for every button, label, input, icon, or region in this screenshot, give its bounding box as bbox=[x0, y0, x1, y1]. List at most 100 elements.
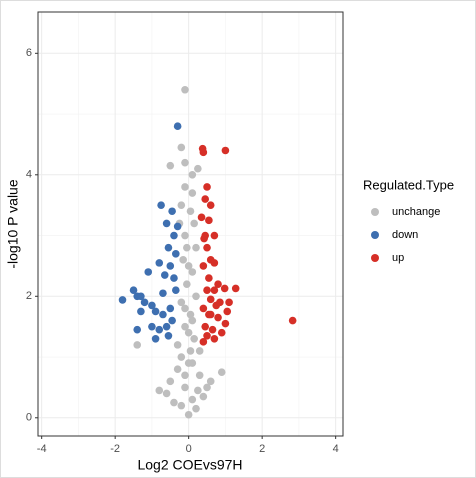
point bbox=[190, 219, 198, 228]
point bbox=[170, 231, 178, 240]
point bbox=[166, 304, 175, 313]
x-axis-title: Log2 COEvs97H bbox=[137, 457, 242, 473]
point bbox=[172, 249, 180, 258]
point bbox=[188, 316, 197, 325]
y-tick-label: 6 bbox=[26, 47, 32, 59]
point bbox=[184, 328, 193, 337]
point bbox=[206, 201, 215, 209]
point bbox=[206, 310, 215, 319]
point bbox=[210, 335, 219, 343]
y-axis-title: -log10 P value bbox=[5, 179, 21, 268]
point bbox=[184, 410, 193, 419]
point bbox=[225, 298, 233, 307]
point bbox=[164, 331, 173, 340]
point bbox=[210, 286, 219, 295]
point bbox=[210, 259, 219, 267]
point bbox=[133, 325, 142, 334]
point bbox=[205, 274, 213, 282]
point bbox=[188, 268, 197, 276]
point bbox=[190, 335, 198, 343]
point bbox=[177, 143, 186, 152]
point bbox=[195, 371, 204, 380]
point bbox=[166, 377, 175, 386]
point bbox=[129, 286, 138, 295]
point bbox=[192, 404, 200, 413]
legend-label: up bbox=[392, 252, 404, 264]
point bbox=[184, 359, 193, 367]
point bbox=[144, 268, 153, 276]
point bbox=[217, 368, 226, 377]
point bbox=[140, 298, 149, 307]
point bbox=[199, 262, 208, 270]
point bbox=[173, 341, 182, 349]
legend-label: unchange bbox=[392, 206, 440, 218]
point bbox=[192, 292, 200, 301]
point bbox=[221, 146, 230, 155]
point bbox=[181, 85, 189, 94]
point bbox=[203, 383, 211, 392]
x-tick-label: -4 bbox=[37, 443, 47, 455]
point bbox=[155, 386, 164, 395]
point bbox=[170, 274, 178, 282]
point bbox=[201, 195, 209, 203]
point bbox=[160, 271, 169, 279]
point bbox=[194, 386, 202, 395]
point bbox=[288, 316, 297, 325]
point bbox=[210, 231, 219, 240]
point bbox=[172, 286, 180, 295]
point bbox=[192, 243, 200, 252]
legend-key bbox=[371, 231, 379, 239]
point bbox=[168, 207, 176, 216]
point bbox=[183, 243, 191, 252]
legend-title: Regulated.Type bbox=[363, 177, 454, 192]
point bbox=[216, 298, 224, 307]
point bbox=[151, 307, 160, 316]
point bbox=[155, 259, 164, 267]
point bbox=[181, 231, 189, 240]
point bbox=[133, 341, 142, 349]
point bbox=[168, 316, 176, 325]
point bbox=[177, 401, 186, 410]
y-tick-label: 4 bbox=[26, 169, 32, 181]
legend-key bbox=[371, 208, 379, 216]
point bbox=[197, 213, 206, 222]
point bbox=[206, 295, 215, 304]
point bbox=[162, 389, 171, 398]
point bbox=[183, 280, 191, 288]
point bbox=[162, 322, 171, 331]
x-tick-label: 0 bbox=[186, 443, 192, 455]
point bbox=[186, 347, 195, 355]
point bbox=[201, 322, 209, 331]
x-tick-label: 2 bbox=[259, 443, 265, 455]
point bbox=[205, 216, 213, 225]
y-tick-label: 2 bbox=[26, 290, 32, 302]
point bbox=[181, 322, 189, 331]
point bbox=[186, 207, 195, 216]
point bbox=[159, 310, 167, 319]
point bbox=[166, 161, 175, 170]
point bbox=[194, 164, 202, 173]
point bbox=[217, 328, 226, 337]
point bbox=[188, 170, 197, 179]
point bbox=[200, 234, 208, 243]
point bbox=[148, 322, 156, 331]
legend-label: down bbox=[392, 229, 418, 241]
point bbox=[177, 201, 186, 209]
point bbox=[203, 243, 211, 252]
point bbox=[179, 256, 187, 264]
x-tick-label: 4 bbox=[333, 443, 339, 455]
point bbox=[214, 313, 222, 322]
point bbox=[173, 122, 182, 131]
point bbox=[199, 338, 208, 346]
point bbox=[137, 307, 145, 316]
point bbox=[137, 292, 145, 301]
point bbox=[164, 243, 173, 252]
point bbox=[231, 284, 240, 293]
point bbox=[157, 201, 165, 209]
point bbox=[173, 365, 182, 373]
point bbox=[173, 222, 182, 231]
point bbox=[221, 319, 230, 328]
point bbox=[181, 371, 189, 380]
point bbox=[199, 304, 208, 313]
point bbox=[159, 289, 167, 298]
